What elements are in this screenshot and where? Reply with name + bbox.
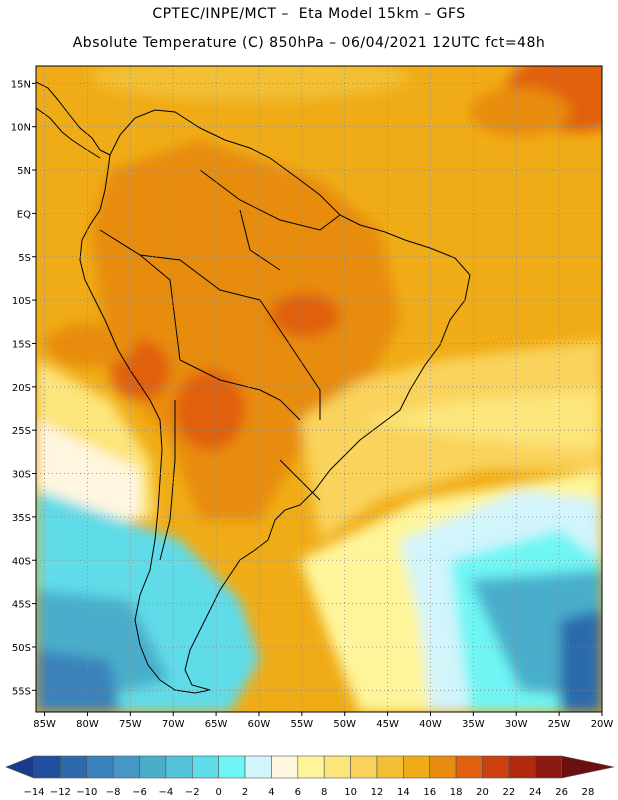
- colorbar-segment: [455, 755, 483, 779]
- lon-label: 45W: [376, 719, 399, 730]
- lon-label: 25W: [548, 719, 571, 730]
- colorbar-tick-label: 22: [502, 787, 515, 798]
- map-frame: [35, 65, 603, 713]
- lon-label: 55W: [291, 719, 314, 730]
- colorbar-min-arrow: [5, 755, 35, 779]
- temperature-field: [36, 66, 602, 712]
- lat-label: 10N: [11, 123, 31, 134]
- colorbar-segment: [534, 755, 562, 779]
- latitude-labels: 15N 10N 5N EQ 5S 10S 15S 20S 25S 30S 35S 40S 45S 50S 5…: [11, 79, 36, 697]
- colorbar-max-arrow: [561, 755, 615, 779]
- colorbar-tick-label: 0: [215, 787, 221, 798]
- colorbar-segment: [271, 755, 299, 779]
- colorbar-tick-label: 12: [371, 787, 384, 798]
- colorbar-segment: [33, 755, 61, 779]
- lat-label: 15N: [11, 79, 31, 90]
- lat-label: 15S: [12, 339, 31, 350]
- colorbar-segment: [244, 755, 272, 779]
- lat-label: 20S: [12, 383, 31, 394]
- colorbar-segment: [297, 755, 325, 779]
- lat-label: 10S: [12, 296, 31, 307]
- colorbar-tick-label: 26: [555, 787, 568, 798]
- colorbar-segment: [86, 755, 114, 779]
- lon-label: 35W: [462, 719, 485, 730]
- colorbar-segment: [376, 755, 404, 779]
- colorbar-segment: [139, 755, 167, 779]
- lon-label: 20W: [591, 719, 614, 730]
- colorbar-tick-label: 24: [529, 787, 542, 798]
- lat-label: 5N: [17, 166, 31, 177]
- colorbar-tick-label: −6: [132, 787, 147, 798]
- colorbar-tick-label: −12: [50, 787, 71, 798]
- lat-label: 5S: [18, 253, 31, 264]
- colorbar-segment: [165, 755, 193, 779]
- colorbar-tick-label: −2: [185, 787, 200, 798]
- colorbar-tick-label: 16: [423, 787, 436, 798]
- lat-label: EQ: [17, 209, 31, 220]
- lat-label: 45S: [12, 600, 31, 611]
- lat-label: 25S: [12, 426, 31, 437]
- lon-label: 70W: [162, 719, 185, 730]
- lat-label: 35S: [12, 513, 31, 524]
- colorbar-segment: [191, 755, 219, 779]
- lat-label: 50S: [12, 643, 31, 654]
- longitude-labels: 85W 80W 75W 70W 65W 60W 55W 50W 45W 40W 35W 30W 25W 2…: [33, 712, 613, 730]
- colorbar-segment: [350, 755, 378, 779]
- lat-label: 55S: [12, 686, 31, 697]
- colorbar-tick-label: 10: [344, 787, 357, 798]
- lon-label: 80W: [76, 719, 99, 730]
- lon-label: 60W: [248, 719, 271, 730]
- colorbar-tick-label: 2: [242, 787, 248, 798]
- lon-label: 50W: [333, 719, 356, 730]
- colorbar-segment: [403, 755, 431, 779]
- colorbar-tick-label: 6: [295, 787, 301, 798]
- colorbar-segment: [60, 755, 88, 779]
- colorbar-tick-label: −10: [76, 787, 97, 798]
- colorbar-segment: [482, 755, 510, 779]
- colorbar-segment: [323, 755, 351, 779]
- lon-label: 40W: [419, 719, 442, 730]
- lon-label: 65W: [205, 719, 228, 730]
- map-title-line-2: Absolute Temperature (C) 850hPa – 06/04/…: [72, 35, 546, 51]
- colorbar-segment: [218, 755, 246, 779]
- colorbar-tick-label: −8: [106, 787, 121, 798]
- colorbar-tick-label: 28: [582, 787, 595, 798]
- colorbar-tick-label: 4: [268, 787, 274, 798]
- colorbar-tick-label: −4: [159, 787, 174, 798]
- lon-label: 85W: [33, 719, 56, 730]
- coastlines: [36, 81, 471, 694]
- colorbar-tick-label: 8: [321, 787, 327, 798]
- lon-label: 75W: [119, 719, 142, 730]
- colorbar-tick-label: 18: [450, 787, 463, 798]
- colorbar-tick-label: 20: [476, 787, 489, 798]
- colorbar-segment: [112, 755, 140, 779]
- map-title-line-1: CPTEC/INPE/MCT – Eta Model 15km – GFS: [152, 6, 466, 22]
- colorbar-tick-label: 14: [397, 787, 410, 798]
- colorbar-segment: [429, 755, 457, 779]
- colorbar-segment: [508, 755, 536, 779]
- lat-label: 40S: [12, 556, 31, 567]
- lon-label: 30W: [505, 719, 528, 730]
- colorbar-tick-label: −14: [23, 787, 44, 798]
- lat-label: 30S: [12, 470, 31, 481]
